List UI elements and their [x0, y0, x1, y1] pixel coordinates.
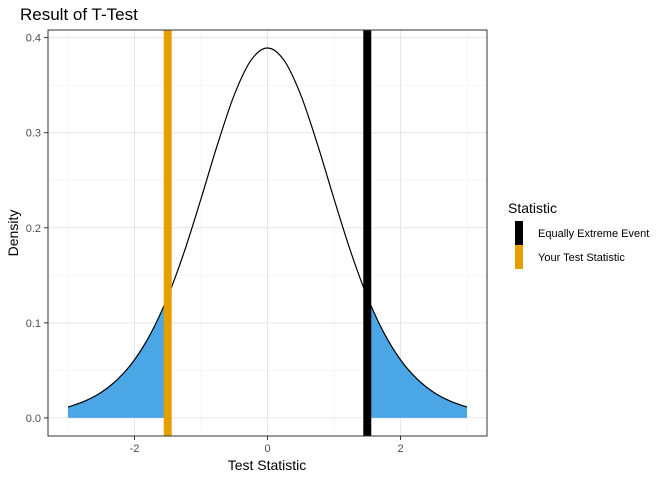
x-tick-label: 0	[264, 443, 270, 455]
legend: Statistic Equally Extreme Event Your Test…	[508, 200, 649, 269]
x-tick-label: 2	[397, 443, 403, 455]
legend-label: Your Test Statistic	[538, 252, 625, 264]
density-curve	[67, 47, 468, 408]
y-tick-label: 0.4	[26, 33, 41, 45]
legend-key	[515, 221, 523, 245]
legend-label: Equally Extreme Event	[538, 228, 649, 240]
shaded-tail-region	[67, 296, 168, 418]
legend-key	[515, 245, 523, 269]
y-axis-label: Density	[5, 210, 21, 257]
y-tick-label: 0.2	[26, 223, 41, 235]
x-tick-label: -2	[130, 443, 140, 455]
y-tick-label: 0.0	[26, 413, 41, 425]
chart-title: Result of T-Test	[20, 5, 138, 24]
y-tick-label: 0.1	[26, 318, 41, 330]
legend-title: Statistic	[508, 200, 557, 216]
shaded-tails	[67, 296, 468, 418]
x-axis: -2 0 2	[130, 436, 404, 455]
y-axis: 0.0 0.1 0.2 0.3 0.4	[26, 33, 48, 425]
grid	[48, 30, 487, 436]
shaded-tail-region	[367, 296, 468, 418]
vertical-lines	[163, 30, 372, 436]
y-tick-label: 0.3	[26, 128, 41, 140]
x-axis-label: Test Statistic	[228, 457, 307, 473]
